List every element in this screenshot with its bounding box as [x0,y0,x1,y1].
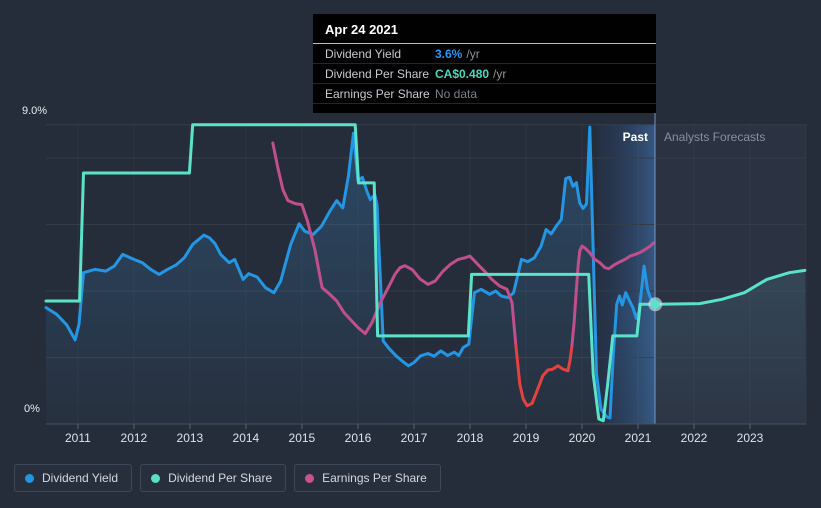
dividend-per-share-dot-icon [151,473,161,483]
year-label-2019: 2019 [512,431,540,445]
dividend-per-share-forecast-line [653,268,807,306]
legend-label: Dividend Per Share [168,471,273,485]
tooltip-row-dividend-yield: Dividend Yield 3.6% /yr [313,44,656,64]
year-label-2011: 2011 [64,431,91,445]
tooltip-date: Apr 24 2021 [313,14,656,44]
year-label-2013: 2013 [176,431,204,445]
tooltip-label: Dividend Per Share [325,67,430,81]
tooltip-label: Dividend Yield [325,47,402,61]
year-label-2017: 2017 [400,431,428,445]
dividend-per-share-line [44,123,657,423]
dividend-yield-area [46,127,656,424]
analysts-forecasts-zone-label: Analysts Forecasts [664,130,766,144]
legend-item-dividend-per-share[interactable]: Dividend Per Share [140,464,287,492]
earnings-per-share-dot-icon [305,473,315,483]
tooltip-row-dividend-per-share: Dividend Per Share CA$0.480 /yr [313,64,656,84]
tooltip-value: 3.6% [435,47,463,61]
tooltip-label: Earnings Per Share [325,87,430,101]
year-label-2023: 2023 [736,431,764,445]
chart-tooltip: Apr 24 2021 Dividend Yield 3.6% /yr Divi… [313,14,656,113]
year-label-2014: 2014 [232,431,260,445]
earnings-per-share-line [271,141,518,348]
tooltip-row-earnings-per-share: Earnings Per Share No data [313,84,656,104]
y-axis-top-label: 9.0% [22,105,48,117]
earnings-per-share-line [570,241,656,348]
dividend-yield-line [44,125,657,420]
year-label-2020: 2020 [568,431,596,445]
year-label-2018: 2018 [456,431,484,445]
past-zone-label: Past [622,130,648,144]
tooltip-suffix: /yr [466,47,480,61]
tooltip-value: No data [435,87,478,101]
legend-label: Earnings Per Share [322,471,427,485]
year-label-2012: 2012 [120,431,148,445]
legend-label: Dividend Yield [42,471,119,485]
cursor-marker-dot [650,299,660,309]
chart-legend: Dividend Yield Dividend Per Share Earnin… [14,464,441,492]
tooltip-value: CA$0.480 [435,67,490,81]
year-label-2016: 2016 [344,431,372,445]
tooltip-suffix: /yr [493,67,507,81]
forecast-area [655,270,806,424]
legend-item-dividend-yield[interactable]: Dividend Yield [14,464,133,492]
year-label-2022: 2022 [680,431,708,445]
y-axis-bottom-label: 0% [24,403,40,415]
dividend-yield-dot-icon [25,473,34,483]
year-label-2021: 2021 [624,431,652,445]
earnings-per-share-line [514,344,574,408]
year-label-2015: 2015 [288,431,316,445]
legend-item-earnings-per-share[interactable]: Earnings Per Share [294,464,441,492]
